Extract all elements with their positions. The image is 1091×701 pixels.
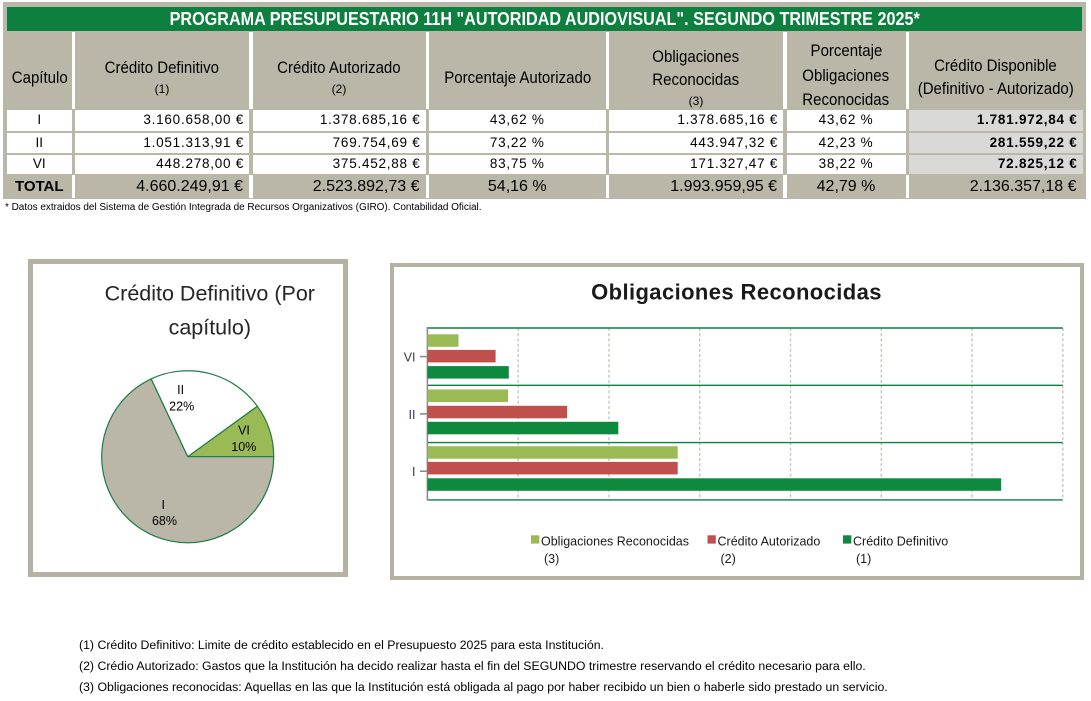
svg-text:Obligaciones Reconocidas: Obligaciones Reconocidas <box>591 280 882 305</box>
svg-text:I: I <box>412 465 415 479</box>
svg-text:VI: VI <box>404 351 416 365</box>
svg-text:Crédito Definitivo: Crédito Definitivo <box>853 535 948 549</box>
svg-text:Crédito Definitivo (Por: Crédito Definitivo (Por <box>105 282 315 306</box>
svg-text:capítulo): capítulo) <box>169 316 251 340</box>
svg-text:22%: 22% <box>169 399 194 413</box>
svg-text:68%: 68% <box>152 514 177 528</box>
svg-text:(2): (2) <box>721 552 736 566</box>
svg-text:Obligaciones Reconocidas: Obligaciones Reconocidas <box>541 535 689 549</box>
svg-text:I: I <box>162 498 165 512</box>
svg-text:VI: VI <box>238 424 250 438</box>
svg-text:(3): (3) <box>544 552 559 566</box>
svg-text:10%: 10% <box>231 440 256 454</box>
svg-text:II: II <box>409 408 416 422</box>
svg-text:II: II <box>177 383 184 397</box>
svg-text:(1): (1) <box>856 552 871 566</box>
svg-text:Crédito Autorizado: Crédito Autorizado <box>718 535 821 549</box>
